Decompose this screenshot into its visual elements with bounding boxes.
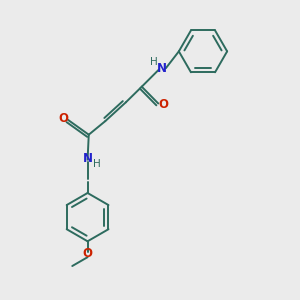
Text: H: H	[93, 158, 101, 169]
Text: O: O	[58, 112, 68, 125]
Text: N: N	[158, 61, 167, 75]
Text: H: H	[150, 57, 158, 67]
Text: O: O	[82, 248, 93, 260]
Text: N: N	[82, 152, 93, 165]
Text: O: O	[158, 98, 168, 111]
